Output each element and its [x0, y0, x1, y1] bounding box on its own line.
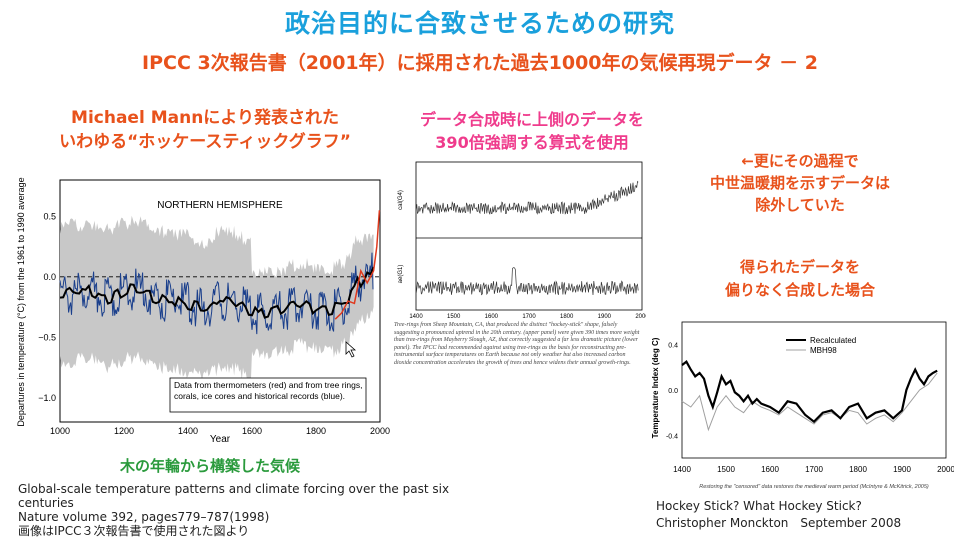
tree-ring-chart-svg: cal(G4) ae(G1) 1400 1500 1600 1700 1800 1900 2…	[398, 161, 649, 320]
y-tick-label: 0.0	[43, 272, 56, 282]
hockey-stick-chart-svg: NORTHERN HEMISPHERE −1.0−0.50.00.5 1000 1…	[16, 177, 390, 445]
x-tick-labels: 1400 1500 1600 1700 1800 1900 2000	[673, 465, 955, 474]
x-tick-labels: 1000 1200 1400 1600 1800 2000	[50, 426, 390, 436]
source-line2: Christopher Monckton September 2008	[656, 516, 902, 530]
y-tick-label: −1.0	[38, 393, 56, 403]
upper-panel-ylabel: cal(G4)	[398, 190, 404, 210]
thermometer-series-line	[334, 210, 381, 320]
x-tick-label: 1800	[849, 465, 867, 474]
recalculated-caption: Restoring the "censored" data restores t…	[699, 484, 929, 490]
right-note-2-line1: 得られたデータを	[739, 258, 860, 276]
right-note-1: ←更にその過程で 中世温暖期を示すデータは 除外していた	[670, 150, 930, 216]
recalculated-chart: 0.4 0.0 -0.4 1400 1500 1600 1700 1800 1900 2000 …	[646, 318, 955, 494]
y-tick-labels: −1.0 −0.5 0.0 0.5	[38, 211, 56, 402]
tree-ring-chart: cal(G4) ae(G1) 1400 1500 1600 1700 1800 1900 2…	[392, 160, 649, 480]
right-source: Hockey Stick? What Hockey Stick? Christo…	[656, 498, 901, 532]
middle-heading: データ合成時に上側のデータを 390倍強調する算式を使用	[392, 108, 672, 154]
right-note-1-line1: ←更にその過程で	[741, 152, 859, 170]
left-heading-line1: Michael Mannにより発表された	[71, 108, 339, 128]
lower-panel-series	[415, 267, 639, 296]
left-citation: Global-scale temperature patterns and cl…	[18, 482, 498, 538]
y-tick-label: 0.0	[668, 388, 678, 395]
x-tick-label: 1200	[114, 426, 134, 436]
right-note-1-line3: 除外していた	[755, 196, 845, 214]
upper-panel-series	[415, 180, 639, 215]
chart1-legend-box	[169, 377, 367, 413]
uncertainty-band	[60, 215, 374, 387]
x-tick-label: 1500	[447, 314, 461, 320]
slide-subtitle: IPCC 3次報告書（2001年）に採用された過去1000年の気候再現データ －…	[142, 52, 818, 74]
y-tick-label: −0.5	[38, 332, 56, 342]
x-tick-label: 1400	[178, 426, 198, 436]
x-axis-label: Year	[210, 434, 231, 445]
recalculated-chart-svg: 0.40.0-0.4 1400 1500 1600 1700 1800 1900 2000 …	[651, 321, 955, 490]
citation-line3: 画像はIPCC３次報告書で使用された図より	[18, 524, 250, 538]
citation-line2: Nature volume 392, pages779–787(1998)	[18, 510, 270, 524]
middle-heading-line2: 390倍強調する算式を使用	[435, 133, 629, 152]
x-tick-label: 2000	[635, 314, 646, 320]
x-tick-label: 1900	[893, 465, 911, 474]
x-tick-label: 1900	[598, 314, 612, 320]
x-tick-label: 1600	[761, 465, 779, 474]
chart1-legend: Data from thermometers (red) and from tr…	[174, 380, 363, 401]
x-tick-label: 1700	[522, 314, 536, 320]
x-tick-label: 1600	[242, 426, 262, 436]
mbh98-series-line	[681, 372, 938, 432]
plot-area	[681, 321, 947, 459]
lower-panel-ylabel: ae(G1)	[398, 265, 404, 284]
x-tick-label: 1700	[805, 465, 823, 474]
x-tick-label: 1800	[306, 426, 326, 436]
right-note-2: 得られたデータを 偏りなく合成した場合	[670, 256, 930, 302]
mouse-cursor-icon	[345, 341, 357, 358]
chart1-legend-text: Data from thermometers (red) and from tr…	[174, 380, 363, 401]
proxy-smoothed-line	[59, 266, 375, 319]
slide-title: 政治目的に合致させるための研究	[284, 9, 675, 38]
x-tick-label: 1800	[560, 314, 574, 320]
citation-line1: Global-scale temperature patterns and cl…	[18, 482, 450, 510]
legend-label-mbh98: MBH98	[810, 346, 837, 355]
source-line1: Hockey Stick? What Hockey Stick?	[656, 499, 862, 513]
x-tick-label: 2000	[370, 426, 390, 436]
x-tick-label: 1400	[409, 314, 423, 320]
x-tick-label: 1000	[50, 426, 70, 436]
right-note-2-line2: 偏りなく合成した場合	[724, 281, 875, 299]
tree-ring-caption: Tree-rings from Sheep Mountain, CA, that…	[394, 322, 640, 366]
y-tick-label: -0.4	[666, 433, 678, 440]
x-tick-label: 2000	[937, 465, 954, 474]
chart1-title: NORTHERN HEMISPHERE	[157, 200, 283, 211]
left-heading: Michael Mannにより発表された いわゆる“ホッケースティックグラフ”	[30, 106, 380, 154]
x-tick-label: 1600	[485, 314, 499, 320]
x-tick-label: 1500	[717, 465, 735, 474]
y-tick-label: 0.5	[43, 211, 56, 221]
x-tick-labels: 1400 1500 1600 1700 1800 1900 2000	[409, 314, 649, 320]
left-green-caption: 木の年輪から構築した気候	[119, 457, 300, 475]
y-tick-label: 0.4	[668, 343, 678, 350]
hockey-stick-chart: NORTHERN HEMISPHERE −1.0 −0.5 0.0 0.5 1000 1…	[10, 172, 390, 452]
legend-label-recalculated: Recalculated	[810, 336, 856, 345]
left-heading-line2: いわゆる“ホッケースティックグラフ”	[59, 132, 351, 152]
y-axis-label: Departures in temperature (°C) from the …	[16, 177, 26, 426]
recalculated-series-line	[681, 360, 938, 424]
y-axis-label: Temperature Index (deg C)	[651, 337, 660, 438]
right-note-1-line2: 中世温暖期を示すデータは	[709, 174, 890, 192]
y-tick-labels: 0.4 0.0 -0.4	[666, 343, 678, 441]
x-tick-label: 1400	[673, 465, 691, 474]
middle-heading-line1: データ合成時に上側のデータを	[419, 110, 644, 129]
